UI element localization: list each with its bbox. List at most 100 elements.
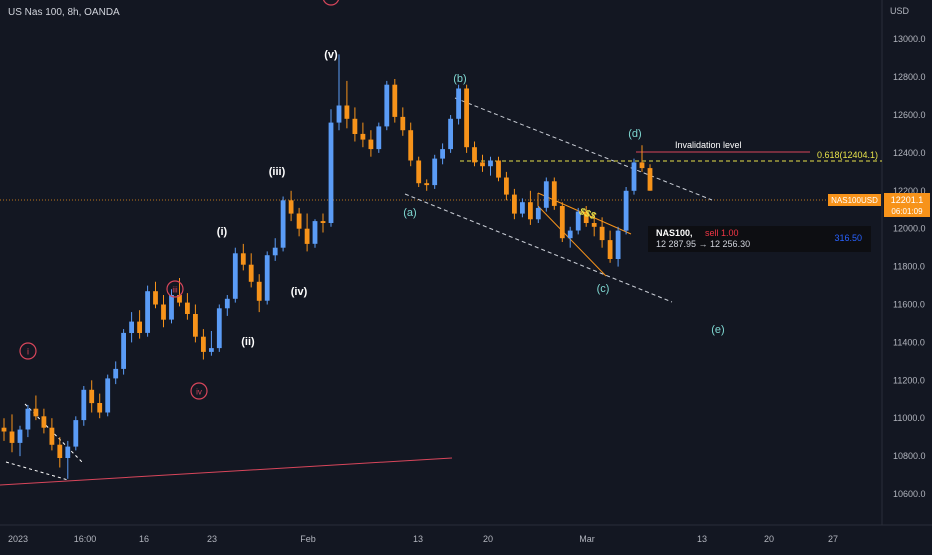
candle-body — [312, 221, 318, 244]
candle-body — [328, 122, 334, 223]
candles — [1, 54, 653, 479]
wave-d-label: (d) — [628, 128, 641, 140]
time-axis[interactable]: 2023 16:00 16 23 Feb 13 20 Mar 13 20 27 — [8, 534, 838, 544]
candle-body — [551, 181, 557, 206]
symbol-title: US Nas 100, 8h, OANDA — [8, 7, 120, 18]
candle-body — [185, 302, 190, 314]
candle-body — [1, 427, 7, 432]
price-axis[interactable]: 13000.0 12800.0 12600.0 12400.0 12200.0 12000… — [893, 34, 926, 499]
candle-body — [65, 446, 71, 458]
time-tick-label: 27 — [828, 534, 838, 544]
wave-iv-label: (iv) — [291, 286, 308, 298]
candle-body — [201, 336, 206, 352]
candle-body — [615, 230, 621, 259]
candle-body — [567, 230, 573, 239]
time-tick-label: Feb — [300, 534, 316, 544]
candle-body — [137, 321, 142, 333]
candle-body — [535, 207, 541, 220]
candle-body — [17, 429, 23, 443]
order-side: sell 1.00 — [705, 228, 739, 238]
candle-body — [599, 226, 605, 241]
time-tick-label: 20 — [483, 534, 493, 544]
candle-body — [240, 253, 246, 265]
channel-lower-line[interactable] — [404, 193, 673, 303]
candle-body — [41, 416, 47, 428]
order-panel[interactable]: NAS100, sell 1.00 12 287.95 → 12 256.30 … — [648, 226, 871, 252]
candle-body — [607, 240, 613, 259]
time-tick-label: 23 — [207, 534, 217, 544]
candle-body — [543, 181, 549, 208]
time-tick-label: Mar — [579, 534, 595, 544]
price-tick-label: 11000.0 — [893, 413, 925, 423]
wave-e-label: (e) — [711, 324, 724, 336]
candle-body — [113, 368, 119, 379]
liquidity-lower-line[interactable] — [537, 205, 607, 277]
candle-body — [440, 149, 445, 159]
candle-body — [472, 147, 477, 163]
candle-body — [464, 88, 469, 148]
candle-body — [320, 221, 326, 223]
candle-body — [280, 200, 286, 248]
time-tick-label: 13 — [413, 534, 423, 544]
currency-label: USD — [890, 6, 910, 16]
price-tick-label: 13000.0 — [893, 34, 926, 44]
price-badge-bg — [884, 193, 930, 217]
candle-body — [232, 253, 238, 299]
candle-body — [496, 160, 501, 178]
candle-body — [49, 427, 55, 445]
wedge-lower-line[interactable] — [5, 461, 69, 481]
symbol-badge-bg — [828, 194, 881, 206]
candle-body — [336, 105, 342, 123]
time-tick-label: 13 — [697, 534, 707, 544]
candle-body — [145, 291, 150, 333]
candle-body — [575, 211, 581, 231]
candle-body — [392, 84, 398, 117]
candle-body — [264, 255, 270, 301]
candle-body — [161, 304, 166, 320]
candle-body — [368, 139, 374, 150]
candle-body — [216, 308, 222, 349]
wave-iv-circled: iv — [190, 382, 208, 400]
candle-body — [448, 118, 453, 150]
price-tick-label: 12000.0 — [893, 224, 926, 234]
wave-a-label: (a) — [403, 207, 416, 219]
candle-body — [639, 162, 645, 169]
candle-body — [432, 158, 438, 186]
svg-text:i: i — [27, 347, 29, 357]
time-tick-label: 20 — [764, 534, 774, 544]
price-tick-label: 10600.0 — [893, 489, 926, 499]
price-tick-label: 11800.0 — [893, 262, 925, 272]
price-badge-value: 12201.1 — [891, 195, 924, 205]
invalidation-label: Invalidation level — [675, 140, 742, 150]
time-tick-label: 16:00 — [74, 534, 97, 544]
candle-body — [456, 88, 461, 119]
price-tick-label: 11400.0 — [893, 337, 925, 347]
candle-body — [344, 105, 350, 119]
order-prices: 12 287.95 → 12 256.30 — [656, 239, 750, 249]
candle-body — [248, 264, 254, 282]
price-tick-label: 12800.0 — [893, 72, 926, 82]
candle-body — [647, 168, 653, 191]
last-price-badge: NAS100USD 12201.1 06:01:09 — [828, 193, 930, 217]
order-symbol: NAS100, — [656, 228, 693, 238]
candle-body — [97, 403, 103, 413]
candle-body — [559, 206, 565, 239]
candle-body — [583, 211, 589, 223]
wave-i-circled: i — [19, 342, 37, 360]
candle-body — [209, 348, 214, 352]
candle-body — [193, 314, 198, 337]
candle-body — [73, 420, 79, 447]
candle-body — [384, 84, 390, 127]
order-panel-bg — [648, 226, 871, 252]
long-term-trendline[interactable] — [0, 457, 453, 486]
wave-marker-top — [322, 0, 340, 6]
candle-body — [89, 389, 95, 404]
candle-body — [352, 118, 358, 134]
price-tick-label: 12400.0 — [893, 148, 926, 158]
candle-body — [480, 162, 485, 167]
time-tick-label: 16 — [139, 534, 149, 544]
wave-v-label: (v) — [324, 49, 338, 61]
candle-body — [224, 298, 230, 309]
